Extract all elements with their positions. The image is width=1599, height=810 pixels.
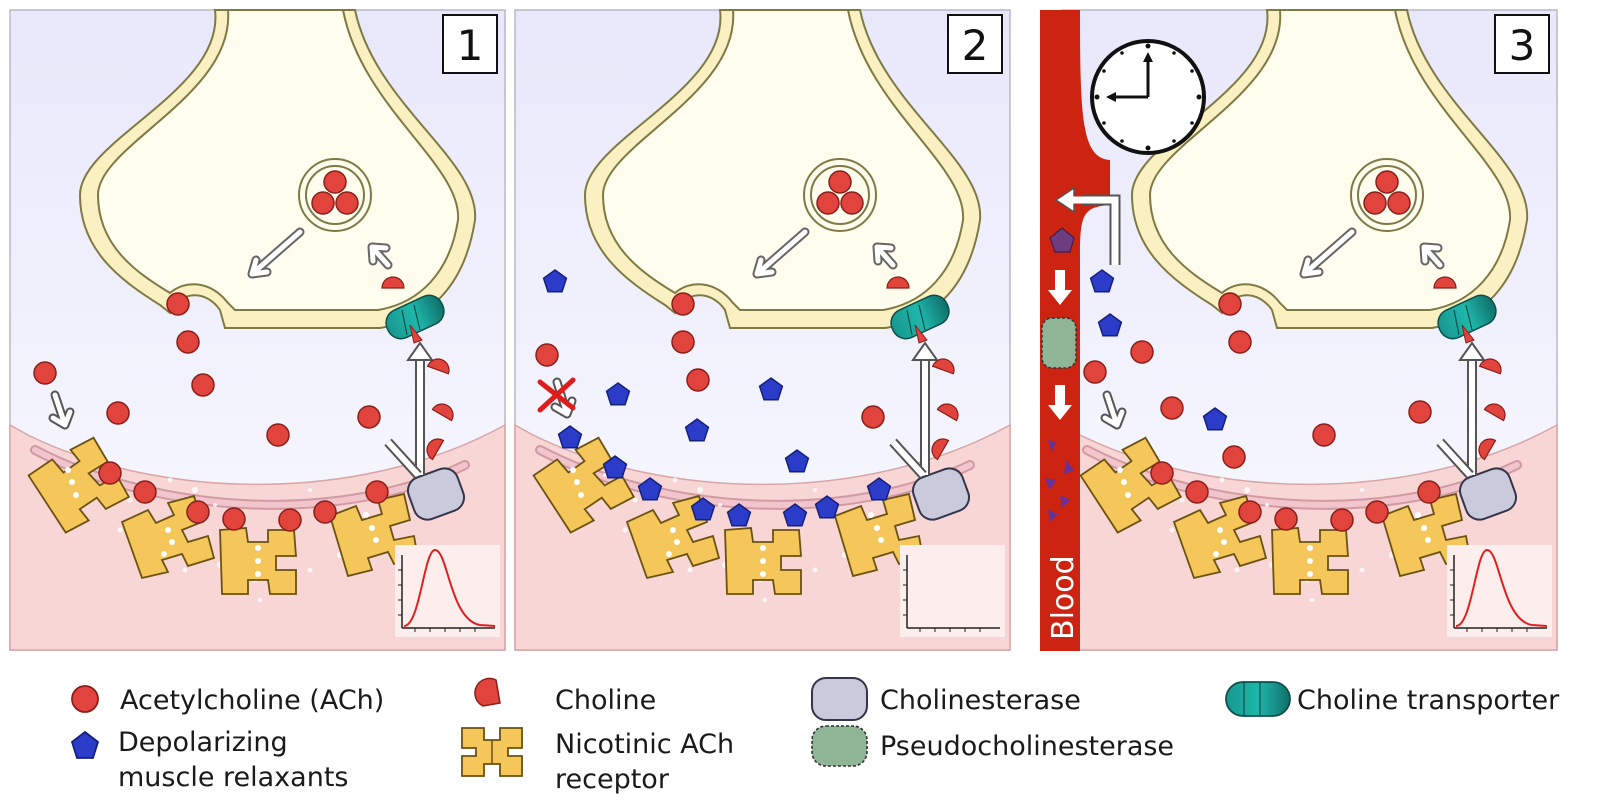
svg-text:Cholinesterase: Cholinesterase xyxy=(880,685,1081,716)
svg-text:receptor: receptor xyxy=(555,764,670,795)
legend-pseudocholinesterase: Pseudocholinesterase xyxy=(811,725,1174,767)
panel-1: 1 xyxy=(10,10,505,650)
blood-vessel: Blood xyxy=(1040,10,1121,651)
legend-acetylcholine: Acetylcholine (ACh) xyxy=(71,685,384,716)
svg-text:Pseudocholinesterase: Pseudocholinesterase xyxy=(880,731,1174,762)
legend-transporter: Choline transporter xyxy=(1225,681,1560,717)
legend-receptor: Nicotinic ACh receptor xyxy=(461,727,734,795)
svg-text:Choline: Choline xyxy=(555,685,656,716)
fragments xyxy=(1045,440,1074,522)
legend: Acetylcholine (ACh) Depolarizing muscle … xyxy=(70,677,1560,795)
clock-icon xyxy=(1090,39,1206,155)
blocked-arrow-icon xyxy=(537,377,576,413)
svg-text:muscle relaxants: muscle relaxants xyxy=(118,762,348,793)
degraded-relaxant xyxy=(1049,227,1075,253)
down-arrows xyxy=(1048,270,1072,420)
panel-1-number: 1 xyxy=(457,21,484,70)
pseudocholinesterase-enzyme xyxy=(1041,317,1077,369)
svg-text:Depolarizing: Depolarizing xyxy=(118,727,288,758)
panel-3-number: 3 xyxy=(1509,21,1536,70)
svg-text:Acetylcholine (ACh): Acetylcholine (ACh) xyxy=(120,685,384,716)
svg-text:Choline transporter: Choline transporter xyxy=(1297,685,1560,716)
svg-text:Nicotinic ACh: Nicotinic ACh xyxy=(555,729,734,760)
legend-choline: Choline xyxy=(474,677,656,716)
blood-label: Blood xyxy=(1046,555,1081,640)
legend-relaxant: Depolarizing muscle relaxants xyxy=(70,727,348,793)
panel-3: 3 xyxy=(1062,10,1557,650)
panel-2-number: 2 xyxy=(962,21,989,70)
panel-2: 2 xyxy=(515,10,1010,650)
legend-cholinesterase: Cholinesterase xyxy=(811,677,1081,721)
